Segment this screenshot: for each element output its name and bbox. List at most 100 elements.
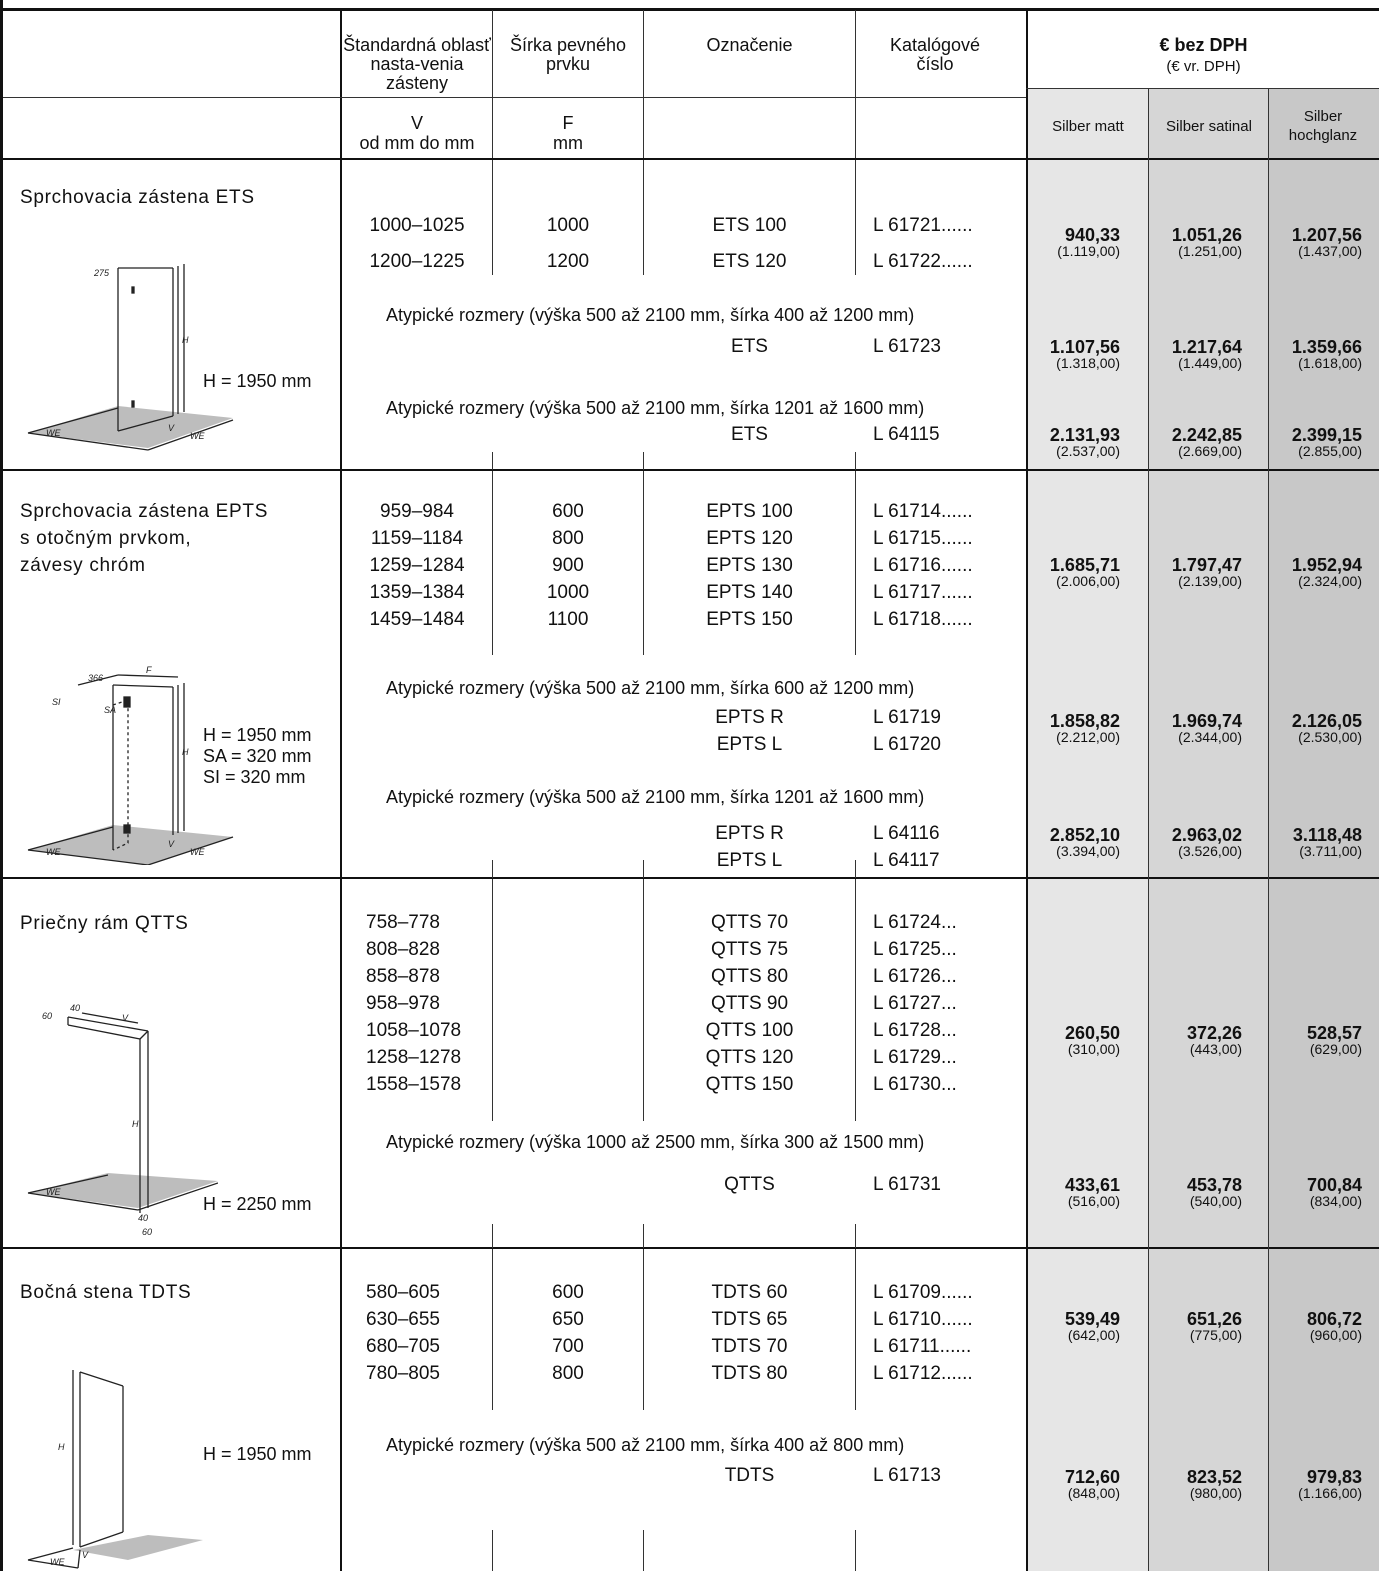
catalog-list: L 64116 L 64117 xyxy=(873,820,940,874)
col-v-unit: od mm do mm xyxy=(359,133,475,153)
catalog-number: L 61727... xyxy=(873,993,957,1014)
price-gross: (834,00) xyxy=(1309,1193,1362,1209)
catalog-list: L 61714...... L 61715...... L 61716.....… xyxy=(873,498,1023,633)
price-net: 2.399,15 xyxy=(1291,425,1362,445)
column-divider xyxy=(492,879,493,1121)
column-divider xyxy=(492,1249,493,1410)
price-gross: (848,00) xyxy=(1067,1485,1120,1501)
table-top-border xyxy=(0,8,1379,11)
price-net: 1.359,66 xyxy=(1291,337,1362,357)
catalog-list: L 61719 L 61720 xyxy=(873,704,941,758)
designation-list: EPTS 100 EPTS 120 EPTS 130 EPTS 140 EPTS… xyxy=(645,498,854,633)
designation: EPTS R xyxy=(715,707,784,728)
column-divider xyxy=(1026,158,1028,1571)
header-divider xyxy=(1026,10,1028,159)
price-gross: (2.530,00) xyxy=(1298,729,1362,745)
v-range: 1558–1578 xyxy=(366,1074,462,1095)
diagram-label: SA xyxy=(104,705,116,715)
column-divider xyxy=(855,1530,856,1571)
header-subdivider xyxy=(3,97,1026,98)
price-net: 979,83 xyxy=(1306,1467,1362,1487)
designation: EPTS L xyxy=(716,850,783,871)
catalog-number: L 61725... xyxy=(873,939,957,960)
header-bottom-rule xyxy=(3,158,1379,160)
col-v-title: Štandardná oblasť nasta-venia zásteny xyxy=(343,35,491,93)
price-net: 1.952,94 xyxy=(1291,555,1362,575)
f-width: 800 xyxy=(552,1363,584,1384)
catalog-number: L 61709...... xyxy=(873,1282,973,1303)
ets-diagram: 275 H V WE WE xyxy=(27,264,234,451)
catalog-number: L 61729... xyxy=(873,1047,957,1068)
catalog-number: L 61722...... xyxy=(873,251,973,272)
price-net: 940,33 xyxy=(1064,225,1120,245)
v-range-list: 758–778 808–828 858–878 958–978 1058–107… xyxy=(366,909,491,1098)
header-divider xyxy=(492,10,493,159)
col-f-unit: mm xyxy=(553,133,583,153)
designation: EPTS 140 xyxy=(706,582,793,603)
section-title-tdts: Bočná stena TDTS xyxy=(20,1282,192,1303)
diagram-label: V xyxy=(168,423,175,433)
v-range: 1159–1184 xyxy=(370,528,464,549)
header-divider xyxy=(643,10,644,159)
atypical-note: Atypické rozmery (výška 500 až 2100 mm, … xyxy=(386,398,925,418)
price-gross: (980,00) xyxy=(1189,1485,1242,1501)
f-width: 900 xyxy=(552,555,584,576)
column-divider xyxy=(855,160,856,275)
catalog-list: L 61724... L 61725... L 61726... L 61727… xyxy=(873,909,1023,1098)
price-net: 1.051,26 xyxy=(1171,225,1242,245)
v-range: 958–978 xyxy=(366,993,440,1014)
column-divider xyxy=(643,1224,644,1248)
designation: QTTS 75 xyxy=(710,939,789,960)
price-column-silber-hochglanz xyxy=(1268,89,1379,1571)
section-title-ets: Sprchovacia zástena ETS xyxy=(20,187,255,208)
tdts-diagram: H V WE xyxy=(27,1370,203,1569)
price-net: 539,49 xyxy=(1064,1309,1120,1329)
diagram-label: H xyxy=(58,1442,65,1452)
v-range: 808–828 xyxy=(366,939,440,960)
column-divider xyxy=(643,1249,644,1410)
price-gross: (1.119,00) xyxy=(1057,243,1120,259)
price-gross: (2.006,00) xyxy=(1056,573,1120,589)
designation: EPTS R xyxy=(715,823,784,844)
designation: QTTS 100 xyxy=(705,1020,794,1041)
diagram-label: V xyxy=(122,1013,129,1023)
price-gross: (2.669,00) xyxy=(1178,443,1242,459)
diagram-label: 275 xyxy=(93,268,110,278)
catalog-number: L 61724... xyxy=(873,912,957,933)
price-net: 823,52 xyxy=(1186,1467,1242,1487)
price-net: 1.217,64 xyxy=(1171,337,1242,357)
column-divider xyxy=(855,879,856,1121)
price-net: 2.131,93 xyxy=(1049,425,1120,445)
price-net: 1.969,74 xyxy=(1171,711,1242,731)
catalog-number: L 61728... xyxy=(873,1020,957,1041)
height-note-ets: H = 1950 mm xyxy=(203,371,312,391)
diagram-label: WE xyxy=(46,1187,61,1197)
column-divider xyxy=(340,158,342,1571)
diagram-label: 366 xyxy=(88,673,103,683)
diagram-label: V xyxy=(168,839,175,849)
col-catalog-title: Katalógové číslo xyxy=(889,35,981,74)
catalog-number: L 61718...... xyxy=(873,609,973,630)
price-gross: (2.344,00) xyxy=(1178,729,1242,745)
catalog-number: L 61719 xyxy=(873,707,941,728)
atypical-note: Atypické rozmery (výška 500 až 2100 mm, … xyxy=(386,305,915,325)
catalog-list: L 61709...... L 61710...... L 61711.....… xyxy=(873,1279,1023,1387)
v-range: 1258–1278 xyxy=(366,1047,462,1068)
column-divider xyxy=(855,1224,856,1248)
price-gross: (2.855,00) xyxy=(1298,443,1362,459)
catalog-number: L 61730... xyxy=(873,1074,957,1095)
designation: TDTS 80 xyxy=(711,1363,788,1384)
f-width: 700 xyxy=(552,1336,584,1357)
price-column-silber-satinal xyxy=(1148,89,1268,1571)
designation: QTTS 80 xyxy=(710,966,789,987)
v-range: 1058–1078 xyxy=(366,1020,462,1041)
catalog-number: L 61715...... xyxy=(873,528,973,549)
price-net: 712,60 xyxy=(1064,1467,1120,1487)
section-title-qtts: Priečny rám QTTS xyxy=(20,913,189,934)
designation: TDTS 60 xyxy=(711,1282,788,1303)
price-gross: (310,00) xyxy=(1067,1041,1120,1057)
v-range: 1359–1384 xyxy=(369,582,465,603)
price-gross: (443,00) xyxy=(1189,1041,1242,1057)
height-note-qtts: H = 2250 mm xyxy=(203,1194,312,1214)
catalog-number: L 61714...... xyxy=(873,501,973,522)
